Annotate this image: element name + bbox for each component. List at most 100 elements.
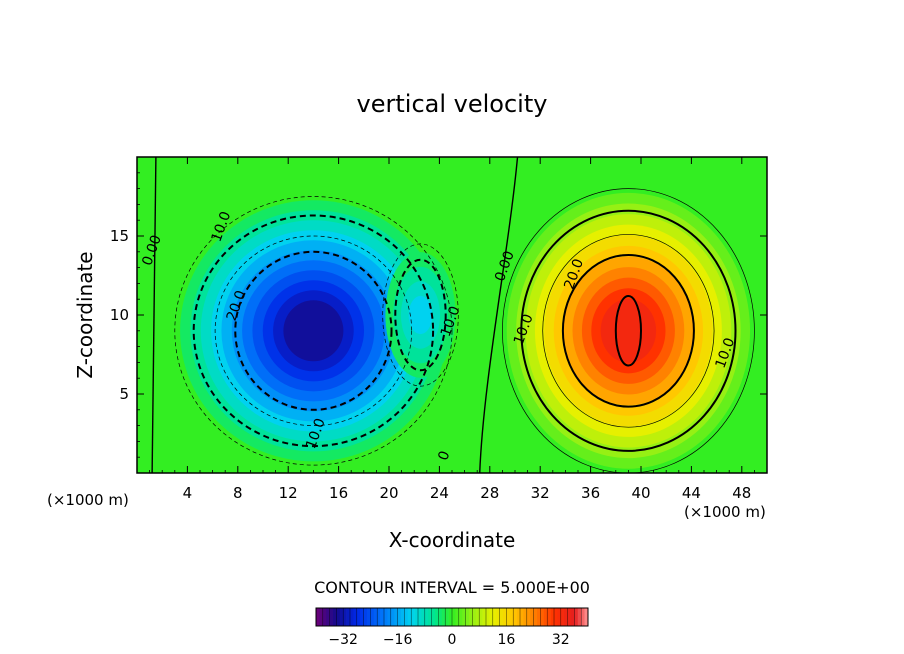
- colorbar-swatch: [581, 608, 585, 626]
- colorbar-swatch: [465, 608, 470, 626]
- colorbar-swatch: [571, 608, 575, 626]
- colorbar-swatch: [526, 608, 531, 626]
- colorbar-swatch: [513, 608, 517, 626]
- colorbar-swatch: [543, 608, 548, 626]
- colorbar-swatch: [353, 608, 358, 626]
- colorbar-swatch: [475, 608, 480, 626]
- y-tick-label: 15: [110, 227, 129, 245]
- colorbar-swatch: [333, 608, 337, 626]
- colorbar-swatch: [523, 608, 528, 626]
- colorbar: [315, 607, 589, 627]
- y-tick-label: 10: [110, 306, 129, 324]
- colorbar-swatch: [336, 608, 341, 626]
- colorbar-swatch: [401, 608, 405, 626]
- colorbar-swatch: [574, 608, 579, 626]
- colorbar-swatch: [377, 608, 381, 626]
- colorbar-swatch: [411, 608, 415, 626]
- colorbar-swatch: [479, 608, 483, 626]
- x-axis-label: X-coordinate: [389, 528, 516, 552]
- colorbar-swatch: [438, 608, 443, 626]
- colorbar-swatch: [499, 608, 504, 626]
- colorbar-swatch: [448, 608, 453, 626]
- contour-line: [542, 234, 715, 428]
- colorbar-swatch: [367, 608, 371, 626]
- x-tick-label: 36: [581, 484, 600, 502]
- colorbar-tick-label: 32: [552, 632, 570, 648]
- colorbar-swatch: [506, 608, 511, 626]
- contour-interval: CONTOUR INTERVAL = 5.000E+00: [314, 578, 590, 597]
- x-tick-label: 24: [430, 484, 449, 502]
- colorbar-swatch: [418, 608, 422, 626]
- colorbar-swatch: [326, 608, 330, 626]
- colorbar-swatch: [547, 608, 551, 626]
- colorbar-swatch: [469, 608, 473, 626]
- colorbar-swatch: [346, 608, 351, 626]
- colorbar-swatch: [462, 608, 466, 626]
- zero-contour-middle: [479, 157, 519, 473]
- colorbar-swatch: [557, 608, 562, 626]
- colorbar-swatch: [486, 608, 490, 626]
- colorbar-tick-label: −16: [383, 632, 413, 648]
- chart-title: vertical velocity: [357, 90, 548, 118]
- colorbar-swatch: [339, 608, 344, 626]
- colorbar-swatch: [380, 608, 385, 626]
- colorbar-swatch: [482, 608, 487, 626]
- colorbar-swatch: [567, 608, 572, 626]
- updraft-cell-band: [600, 298, 657, 363]
- colorbar-swatch: [319, 608, 324, 626]
- colorbar-swatch: [503, 608, 507, 626]
- colorbar-swatch: [584, 608, 589, 626]
- contour-line: [192, 214, 435, 448]
- colorbar-swatch: [414, 608, 419, 626]
- colorbar-swatch: [356, 608, 361, 626]
- filled-contours: [180, 192, 751, 469]
- colorbar-swatch: [387, 608, 392, 626]
- colorbar-swatch: [550, 608, 555, 626]
- colorbar-swatch: [394, 608, 398, 626]
- y-tick-label: 5: [119, 385, 129, 403]
- colorbar-swatch: [384, 608, 388, 626]
- colorbar-frame: [315, 607, 589, 627]
- colorbar-swatch: [554, 608, 558, 626]
- colorbar-swatch: [540, 608, 545, 626]
- colorbar-swatch: [316, 608, 320, 626]
- downdraft-cell-band: [283, 300, 344, 362]
- colorbar-swatch: [492, 608, 497, 626]
- x-tick-label: 8: [233, 484, 243, 502]
- contour-line: [174, 196, 453, 466]
- contour-line: [561, 253, 695, 408]
- colorbar-swatch: [489, 608, 494, 626]
- colorbar-swatch: [407, 608, 412, 626]
- colorbar-swatch: [452, 608, 456, 626]
- y-axis: 5 10 15: [110, 172, 767, 458]
- x-unit-left: (×1000 m): [47, 491, 129, 509]
- contour-line: [614, 295, 643, 367]
- contour-lines: [151, 157, 755, 473]
- x-tick-label: 32: [531, 484, 550, 502]
- contour-line: [382, 243, 459, 387]
- colorbar-ticks: −32 −16 0 16 32: [328, 632, 569, 648]
- colorbar-swatch: [564, 608, 568, 626]
- colorbar-tick-label: 0: [448, 632, 457, 648]
- contour-line: [214, 235, 413, 426]
- zero-contour-left: [151, 157, 157, 473]
- colorbar-tick-label: 16: [497, 632, 515, 648]
- colorbar-swatch: [509, 608, 514, 626]
- x-tick-label: 28: [480, 484, 499, 502]
- x-tick-label: 12: [279, 484, 298, 502]
- colorbar-swatch: [428, 608, 432, 626]
- colorbar-swatch: [496, 608, 500, 626]
- colorbar-swatch: [404, 608, 409, 626]
- colorbar-swatch: [533, 608, 538, 626]
- x-tick-label: 44: [682, 484, 701, 502]
- colorbar-swatch: [421, 608, 426, 626]
- colorbar-swatch: [530, 608, 534, 626]
- colorbar-swatch: [537, 608, 541, 626]
- x-tick-label: 48: [732, 484, 751, 502]
- colorbar-swatch: [472, 608, 477, 626]
- colorbar-swatch: [577, 608, 582, 626]
- x-tick-label: 40: [631, 484, 650, 502]
- colorbar-swatch: [458, 608, 463, 626]
